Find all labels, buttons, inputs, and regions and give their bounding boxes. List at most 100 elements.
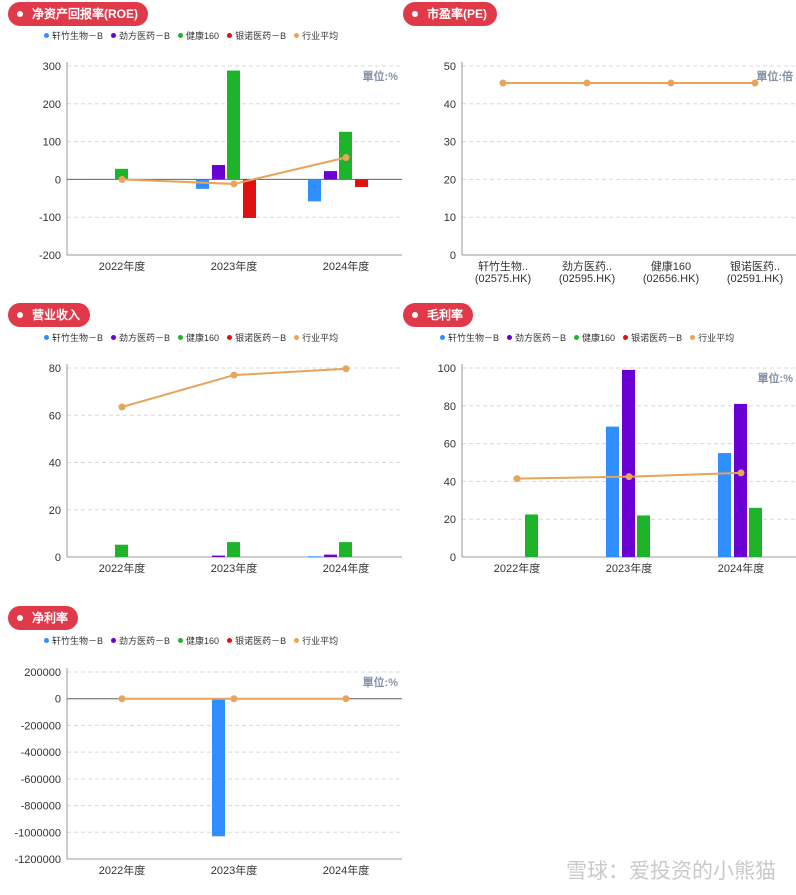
y-tick-label: 100 <box>438 363 456 375</box>
chart-legend: 轩竹生物－B 劲方医药－B 健康160 银诺医药－B 行业平均 <box>44 634 338 647</box>
legend-swatch-icon <box>44 335 49 340</box>
x-tick-label: (02656.HK) <box>643 273 699 285</box>
x-tick-label: 2022年度 <box>99 561 145 575</box>
y-tick-label: 40 <box>444 476 456 488</box>
legend-item[interactable]: 健康160 <box>178 29 219 42</box>
bar <box>227 70 240 180</box>
legend-item[interactable]: 轩竹生物－B <box>44 634 103 647</box>
line-point <box>513 475 521 483</box>
legend-item[interactable]: 轩竹生物－B <box>440 331 499 344</box>
legend-item[interactable]: 劲方医药－B <box>111 331 170 344</box>
x-tick-label: 2023年度 <box>211 561 257 575</box>
y-tick-label: -200000 <box>21 720 61 732</box>
unit-label: 單位:倍 <box>756 69 793 83</box>
legend-swatch-icon <box>294 638 300 643</box>
bar <box>227 542 240 557</box>
line-point <box>625 473 633 481</box>
legend-item[interactable]: 劲方医药－B <box>111 29 170 42</box>
x-tick-label: (02591.HK) <box>727 273 783 285</box>
bullet-icon <box>412 11 418 17</box>
line-point <box>230 695 238 703</box>
gross-margin-chart: 0 20 40 60 80 100 單位:% 2022年度 2023年度 2024年度 <box>438 363 796 575</box>
legend-item[interactable]: 行业平均 <box>294 29 338 42</box>
legend-swatch-icon <box>294 33 300 38</box>
x-tick-label: 2022年度 <box>494 561 540 575</box>
bar <box>115 168 128 180</box>
legend-item[interactable]: 轩竹生物－B <box>44 29 103 42</box>
legend-item[interactable]: 银诺医药－B <box>227 29 286 42</box>
bullet-icon <box>412 312 418 318</box>
watermark: 雪球：爱投资的小熊猫 <box>566 860 776 883</box>
y-tick-label: 60 <box>444 439 456 451</box>
bullet-icon <box>17 312 23 318</box>
x-tick-label: 2022年度 <box>99 863 145 877</box>
legend-item[interactable]: 轩竹生物－B <box>44 331 103 344</box>
legend-item[interactable]: 健康160 <box>178 331 219 344</box>
legend-swatch-icon <box>507 335 513 340</box>
bar <box>606 426 619 557</box>
x-tick-label: 银诺医药.. <box>730 259 780 273</box>
legend-item[interactable]: 劲方医药－B <box>507 331 566 344</box>
x-tick-label: (02575.HK) <box>475 273 531 285</box>
legend-swatch-icon <box>294 335 300 340</box>
legend-item[interactable]: 健康160 <box>178 634 219 647</box>
y-tick-label: 30 <box>444 137 456 149</box>
chart-title-pill: 毛利率 <box>403 303 474 327</box>
line-point <box>230 180 238 188</box>
y-tick-label: -100 <box>39 212 61 224</box>
y-tick-label: -1200000 <box>15 854 62 866</box>
chart-title: 营业收入 <box>32 308 81 322</box>
legend-item[interactable]: 劲方医药－B <box>111 634 170 647</box>
y-tick-label: 200000 <box>24 667 61 679</box>
legend-swatch-icon <box>690 335 696 340</box>
line-point <box>118 175 126 183</box>
legend-item[interactable]: 行业平均 <box>690 331 734 344</box>
y-tick-label: 40 <box>49 458 61 470</box>
legend-item[interactable]: 行业平均 <box>294 331 338 344</box>
x-tick-label: 2024年度 <box>323 561 369 575</box>
y-tick-label: 20 <box>444 514 456 526</box>
legend-item[interactable]: 银诺医药－B <box>227 331 286 344</box>
line-point <box>667 79 675 87</box>
legend-swatch-icon <box>623 335 629 340</box>
legend-swatch-icon <box>178 33 184 38</box>
bar <box>525 514 538 557</box>
y-tick-label: -1000000 <box>15 827 62 839</box>
y-tick-label: -800000 <box>21 801 61 813</box>
line-point <box>342 153 350 161</box>
chart-title-pill: 净利率 <box>8 606 79 630</box>
bar <box>212 555 225 557</box>
y-tick-label: -200 <box>39 250 61 262</box>
bar <box>196 179 209 189</box>
legend-item[interactable]: 银诺医药－B <box>227 634 286 647</box>
bullet-icon <box>17 11 23 17</box>
net-margin-chart: -1200000 -1000000 -800000 -600000 -400000 -20… <box>15 667 402 877</box>
y-tick-label: 10 <box>444 212 456 224</box>
x-tick-label: 劲方医药.. <box>562 259 612 273</box>
legend-item[interactable]: 行业平均 <box>294 634 338 647</box>
y-tick-label: 50 <box>444 61 456 73</box>
revenue-chart: 0 20 40 60 80 2022年度 2023年度 2024年度 <box>49 363 402 575</box>
legend-item[interactable]: 银诺医药－B <box>623 331 682 344</box>
legend-item[interactable]: 健康160 <box>574 331 615 344</box>
y-tick-label: 20 <box>444 174 456 186</box>
bar <box>734 403 747 557</box>
x-tick-label: 2024年度 <box>323 259 369 273</box>
chart-legend: 轩竹生物－B 劲方医药－B 健康160 银诺医药－B 行业平均 <box>44 331 338 344</box>
roe-chart: -200 -100 0 100 200 300 單位:% 2022年度 2023年度 2024年度 <box>39 61 402 273</box>
bar <box>637 515 650 557</box>
chart-legend: 轩竹生物－B 劲方医药－B 健康160 银诺医药－B 行业平均 <box>44 29 338 42</box>
bar <box>308 556 321 558</box>
y-tick-label: -600000 <box>21 774 61 786</box>
line-point <box>583 79 591 87</box>
legend-swatch-icon <box>227 33 233 38</box>
y-tick-label: 300 <box>43 61 61 73</box>
chart-title-pill: 市盈率(PE) <box>403 2 498 26</box>
bullet-icon <box>17 615 23 621</box>
x-tick-label: 2023年度 <box>211 863 257 877</box>
legend-swatch-icon <box>178 638 184 643</box>
bar <box>308 179 321 202</box>
bar <box>324 171 337 180</box>
x-tick-label: 2024年度 <box>323 863 369 877</box>
y-tick-label: 0 <box>450 552 456 564</box>
